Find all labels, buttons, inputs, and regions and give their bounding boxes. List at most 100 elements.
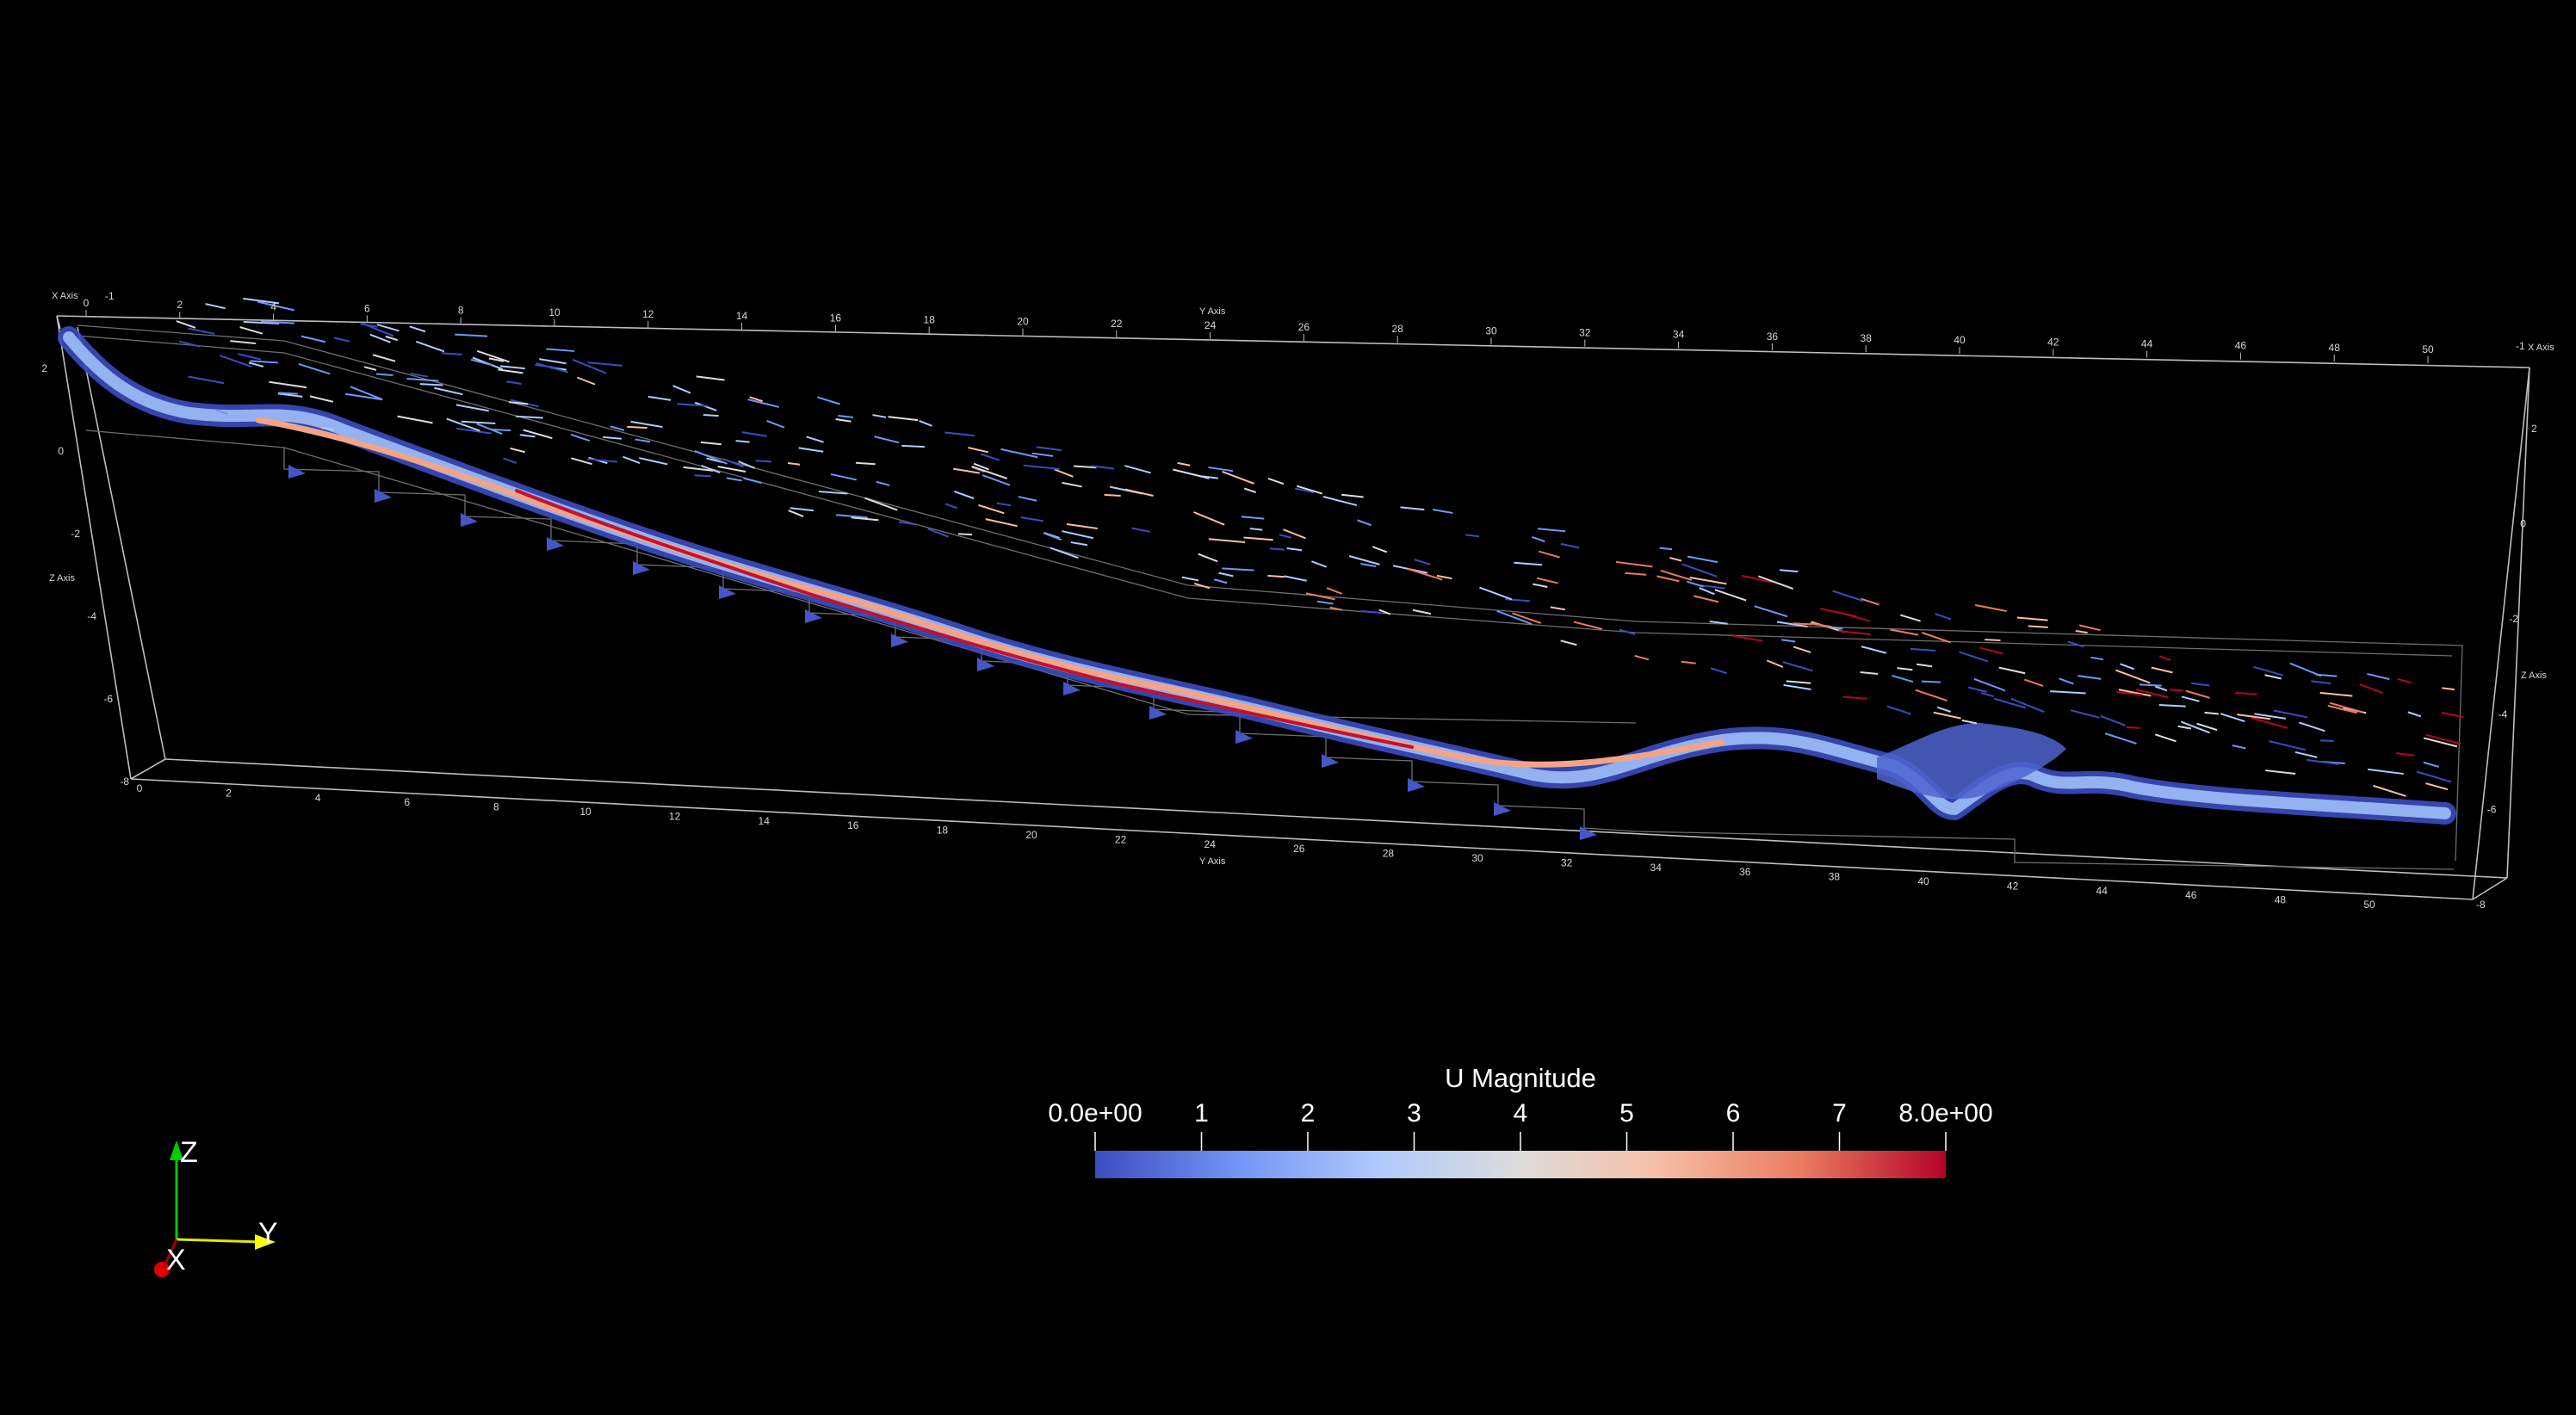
- velocity-arrow: [535, 364, 556, 368]
- velocity-arrow: [603, 436, 622, 440]
- velocity-arrow: [363, 366, 377, 371]
- y-tick-label-top: 16: [830, 312, 842, 324]
- velocity-arrow: [2154, 685, 2168, 692]
- velocity-arrow: [461, 420, 496, 424]
- velocity-arrow: [1531, 535, 1545, 543]
- z-tick-label-left: 0: [58, 445, 64, 457]
- velocity-arrow: [1776, 621, 1808, 627]
- velocity-arrow: [1218, 572, 1234, 578]
- velocity-arrow: [694, 474, 711, 478]
- velocity-arrow: [2442, 687, 2455, 691]
- velocity-arrow: [576, 376, 596, 386]
- y-tick-label-bottom: 28: [1383, 848, 1395, 860]
- velocity-arrow: [1781, 639, 1796, 643]
- velocity-arrow: [1213, 578, 1228, 584]
- y-tick-label-top: 34: [1673, 329, 1685, 341]
- velocity-arrow: [1432, 509, 1453, 515]
- velocity-arrow: [2237, 714, 2271, 720]
- velocity-arrow: [2185, 689, 2210, 699]
- velocity-arrow: [376, 373, 393, 376]
- orientation-axes[interactable]: Z Y X: [154, 1136, 278, 1277]
- velocity-arrow: [2100, 714, 2127, 726]
- z-tick-label-right: -6: [2487, 803, 2497, 815]
- velocity-arrow: [361, 322, 394, 337]
- velocity-arrow: [498, 368, 523, 374]
- velocity-arrow: [2010, 697, 2045, 714]
- velocity-arrow: [1921, 680, 1941, 683]
- velocity-arrow: [2075, 629, 2088, 634]
- velocity-arrow: [1222, 567, 1254, 572]
- velocity-arrow: [1066, 523, 1098, 529]
- velocity-arrow: [2139, 683, 2162, 687]
- y-axis-title-bottom: Y Axis: [1199, 856, 1226, 867]
- x-axis-title-left: X Axis: [52, 291, 78, 301]
- y-tick-label-bottom: 6: [404, 796, 410, 808]
- velocity-arrow: [1316, 600, 1334, 605]
- velocity-arrow: [2090, 656, 2104, 661]
- velocity-arrow: [1890, 628, 1919, 636]
- velocity-arrow: [500, 365, 525, 370]
- velocity-arrow: [1897, 667, 1913, 671]
- velocity-arrow: [239, 326, 263, 335]
- velocity-arrow: [350, 386, 382, 400]
- velocity-arrow: [2273, 709, 2308, 719]
- velocity-arrow: [898, 521, 916, 526]
- step-marker: [805, 609, 822, 623]
- velocity-arrow: [901, 444, 926, 448]
- velocity-arrow: [1201, 475, 1218, 479]
- y-tick-label-top: 0: [84, 297, 90, 309]
- velocity-arrow: [1935, 613, 1952, 621]
- y-axis-arrow: [176, 1238, 263, 1244]
- velocity-arrow: [2115, 669, 2151, 684]
- velocity-arrow: [372, 354, 396, 362]
- velocity-arrow: [703, 413, 719, 417]
- velocity-arrow: [985, 518, 1018, 528]
- velocity-arrow: [1361, 610, 1381, 614]
- velocity-arrow: [1465, 534, 1480, 538]
- z-axis-title-left: Z Axis: [49, 573, 75, 584]
- velocity-arrow: [1283, 528, 1306, 540]
- velocity-arrow: [1536, 577, 1558, 584]
- velocity-arrow: [872, 414, 887, 418]
- z-ticks-left: 2 0 -2 -4 -6 -8: [41, 362, 129, 788]
- velocity-arrow: [2397, 677, 2412, 684]
- velocity-arrow: [747, 399, 780, 408]
- velocity-arrow: [1249, 528, 1263, 531]
- velocity-arrow: [238, 353, 262, 361]
- velocity-arrow: [369, 333, 391, 343]
- velocity-arrow: [1973, 677, 2006, 692]
- y-tick-label-bottom: 12: [669, 810, 681, 822]
- colorbar-ticks: 1 2 3 4 5 6 7: [1194, 1099, 1847, 1128]
- colorbar-max-label: 8.0e+00: [1898, 1099, 1992, 1128]
- velocity-arrow: [205, 303, 226, 310]
- velocity-arrow: [1538, 550, 1560, 559]
- velocity-arrow: [243, 297, 280, 305]
- velocity-arrow: [415, 340, 445, 353]
- velocity-arrow: [1820, 608, 1858, 618]
- velocity-arrow: [1479, 586, 1513, 601]
- z-tick-label-left: -8: [120, 775, 129, 788]
- velocity-arrow: [488, 357, 505, 362]
- velocity-arrow: [1243, 536, 1273, 541]
- velocity-arrow: [410, 372, 429, 378]
- step-marker: [1235, 730, 1253, 744]
- velocity-arrow: [1537, 528, 1566, 533]
- velocity-arrow: [2425, 782, 2449, 791]
- velocity-arrow: [830, 473, 857, 481]
- velocity-arrow: [1296, 485, 1323, 495]
- velocity-arrow: [1193, 511, 1225, 526]
- y-tick-label-bottom: 26: [1293, 843, 1305, 855]
- velocity-arrow: [954, 490, 975, 500]
- y-tick-label-top: 46: [2235, 340, 2247, 352]
- velocity-arrow: [1980, 692, 1994, 698]
- velocity-arrow: [2253, 665, 2283, 677]
- velocity-arrow: [1311, 560, 1327, 568]
- colorbar-tick-label: 7: [1832, 1099, 1847, 1128]
- velocity-arrow: [1922, 632, 1951, 644]
- velocity-arrow: [230, 340, 257, 345]
- y-tick-label-top: 14: [736, 310, 748, 322]
- velocity-arrow: [2078, 675, 2102, 680]
- velocity-arrow: [888, 416, 919, 422]
- y-tick-label-top: 32: [1579, 327, 1591, 339]
